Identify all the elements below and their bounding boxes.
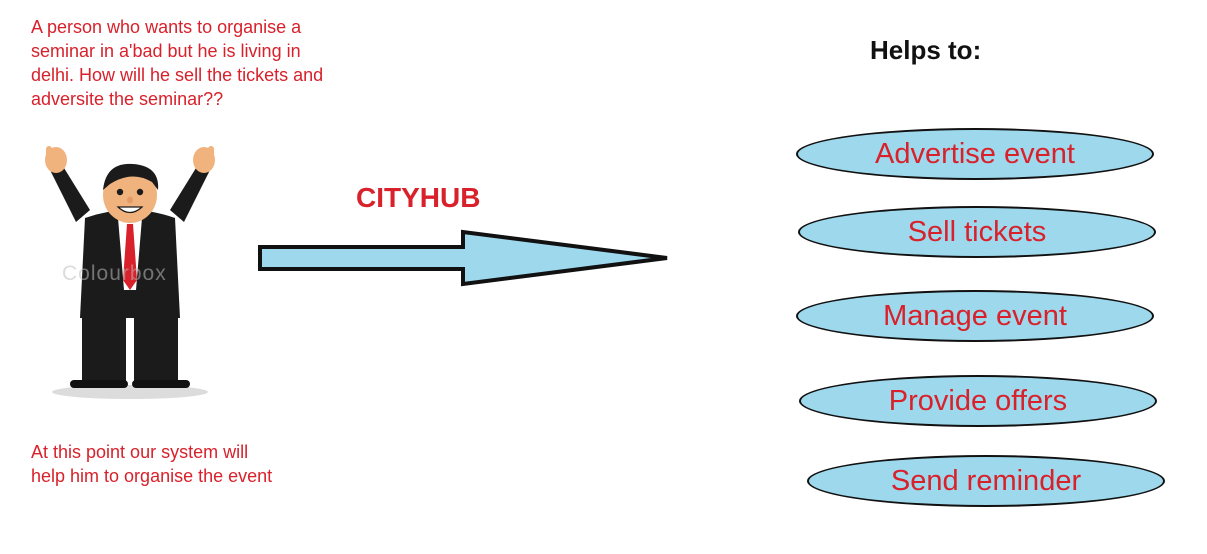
solution-text: At this point our system will help him t… xyxy=(31,442,273,486)
helps-heading: Helps to: xyxy=(870,35,982,65)
scenario-text: A person who wants to organise a seminar… xyxy=(31,17,324,109)
right-arrow-icon xyxy=(258,229,668,287)
feature-provide-offers: Provide offers xyxy=(799,375,1157,427)
feature-sell-tickets: Sell tickets xyxy=(798,206,1156,258)
businessman-icon xyxy=(45,146,215,399)
feature-manage-event: Manage event xyxy=(796,290,1154,342)
feature-advertise-event: Advertise event xyxy=(796,128,1154,180)
feature-send-reminder: Send reminder xyxy=(807,455,1165,507)
watermark: Colourbox xyxy=(62,262,167,285)
brand-label: CITYHUB xyxy=(356,182,481,213)
